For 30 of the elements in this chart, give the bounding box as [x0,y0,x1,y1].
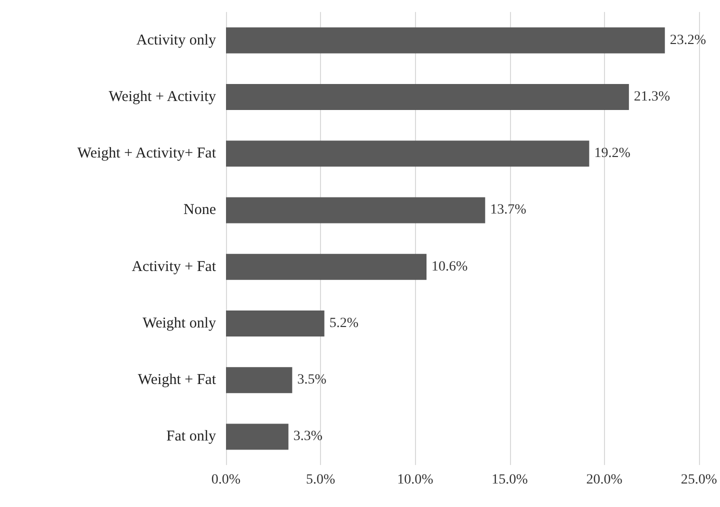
bar [226,84,629,110]
data-label: 3.3% [293,429,323,444]
x-tick-label: 0.0% [211,472,241,488]
y-tick-label: Weight + Fat [138,372,217,388]
data-label: 19.2% [594,146,631,162]
data-label: 10.6% [432,259,468,274]
y-tick-label: Fat only [166,428,216,445]
data-label: 3.5% [297,372,327,388]
bar [226,27,665,54]
x-tick-label: 20.0% [586,472,623,488]
bar [226,197,486,224]
x-tick-label: 10.0% [397,472,434,488]
data-label: 21.3% [634,89,670,104]
bar [226,367,292,394]
bar [226,140,590,167]
data-label: 23.2% [670,32,706,48]
y-tick-label: Weight + Activity [108,88,216,105]
bar [226,310,324,336]
x-tick-label: 15.0% [492,472,528,488]
x-tick-label: 5.0% [306,472,336,488]
data-label: 13.7% [490,202,527,218]
bar [226,424,288,450]
y-tick-label: Weight only [142,315,216,332]
y-tick-label: Weight + Activity+ Fat [77,146,217,162]
x-tick-label: 25.0% [680,472,718,488]
bar [226,254,427,280]
y-tick-label: Activity + Fat [132,258,217,275]
y-tick-label: None [184,202,216,218]
y-tick-label: Activity only [136,32,216,48]
data-label: 5.2% [329,316,359,331]
